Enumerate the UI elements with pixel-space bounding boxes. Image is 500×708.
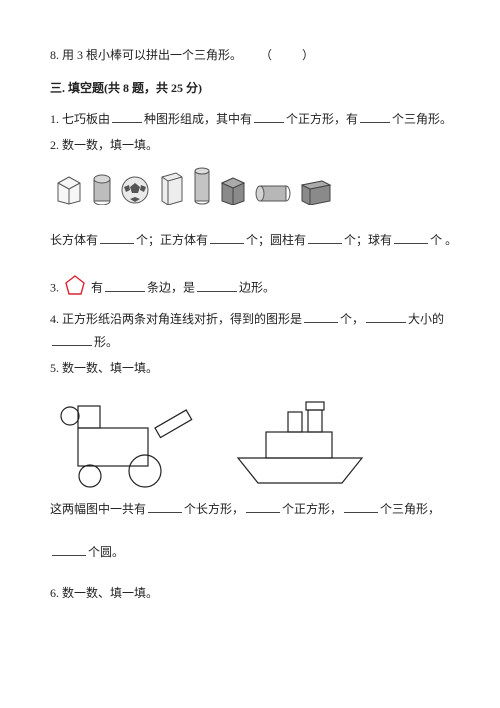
q5b: 个长方形，: [184, 502, 244, 516]
blank: [105, 278, 145, 292]
boat-figure: [230, 388, 370, 488]
question-5-fill-1: 这两幅图中一共有 个长方形， 个正方形， 个三角形，: [50, 498, 460, 521]
q8-text: 8. 用 3 根小棒可以拼出一个三角形。: [50, 48, 242, 62]
cube-icon: [54, 171, 84, 205]
blank: [148, 499, 182, 513]
q1-c: 个正方形，有: [286, 112, 358, 126]
cylinder-short-icon: [90, 171, 114, 205]
q2e: 个 。: [430, 233, 457, 247]
cylinder-lying-icon: [254, 181, 292, 205]
question-5-fill-2: 个圆。: [50, 541, 460, 564]
blank: [52, 332, 92, 346]
q4a: 4. 正方形纸沿两条对角连线对折，得到的图形是: [50, 312, 302, 326]
blank: [394, 230, 428, 244]
vehicle-figures: [50, 388, 460, 488]
section-3-title: 三. 填空题(共 8 题，共 25 分): [50, 77, 460, 100]
question-3: 3. 有 条边，是 边形。: [50, 274, 460, 304]
q3a: 3.: [50, 281, 59, 295]
q3b: 有: [91, 281, 103, 295]
question-1: 1. 七巧板由 种图形组成，其中有 个正方形，有 个三角形。: [50, 108, 460, 131]
question-6-label: 6. 数一数、填一填。: [50, 582, 460, 605]
tractor-figure: [60, 388, 200, 488]
cuboid-icon: [156, 167, 186, 205]
blank: [360, 109, 390, 123]
blank: [366, 309, 406, 323]
blank: [197, 278, 237, 292]
q3d: 边形。: [239, 281, 275, 295]
blank: [52, 542, 86, 556]
question-4: 4. 正方形纸沿两条对角连线对折，得到的图形是 个， 大小的 形。: [50, 308, 460, 354]
q1-b: 种图形组成，其中有: [144, 112, 252, 126]
blank: [254, 109, 284, 123]
q1-d: 个三角形。: [392, 112, 452, 126]
blank: [210, 230, 244, 244]
q2d: 个；球有: [344, 233, 392, 247]
q2a: 长方体有: [50, 233, 98, 247]
q5e: 个圆。: [88, 545, 124, 559]
blank: [344, 499, 378, 513]
q5a: 这两幅图中一共有: [50, 502, 146, 516]
blank: [308, 230, 342, 244]
cylinder-tall-icon: [192, 165, 212, 205]
q2b: 个；正方体有: [136, 233, 208, 247]
soccer-ball-icon: [120, 175, 150, 205]
question-8: 8. 用 3 根小棒可以拼出一个三角形。 （ ）: [50, 44, 460, 67]
q3c: 条边，是: [147, 281, 195, 295]
q4d: 形。: [94, 335, 118, 349]
q2c: 个；圆柱有: [246, 233, 306, 247]
question-2-fill: 长方体有 个；正方体有 个；圆柱有 个；球有 个 。: [50, 229, 460, 252]
cube-dark-icon: [218, 173, 248, 205]
blank: [100, 230, 134, 244]
q8-paren: （ ）: [260, 48, 316, 62]
blank: [304, 309, 338, 323]
question-5-label: 5. 数一数、填一填。: [50, 357, 460, 380]
cuboid-dark-icon: [298, 175, 334, 205]
blank: [246, 499, 280, 513]
pentagon-icon: [64, 274, 86, 304]
q5c: 个正方形，: [282, 502, 342, 516]
question-2-label: 2. 数一数，填一填。: [50, 134, 460, 157]
q5d: 个三角形，: [380, 502, 440, 516]
q1-a: 1. 七巧板由: [50, 112, 110, 126]
q4c: 大小的: [408, 312, 444, 326]
blank: [112, 109, 142, 123]
q4b: 个，: [340, 312, 364, 326]
shapes-3d-row: [50, 165, 460, 205]
